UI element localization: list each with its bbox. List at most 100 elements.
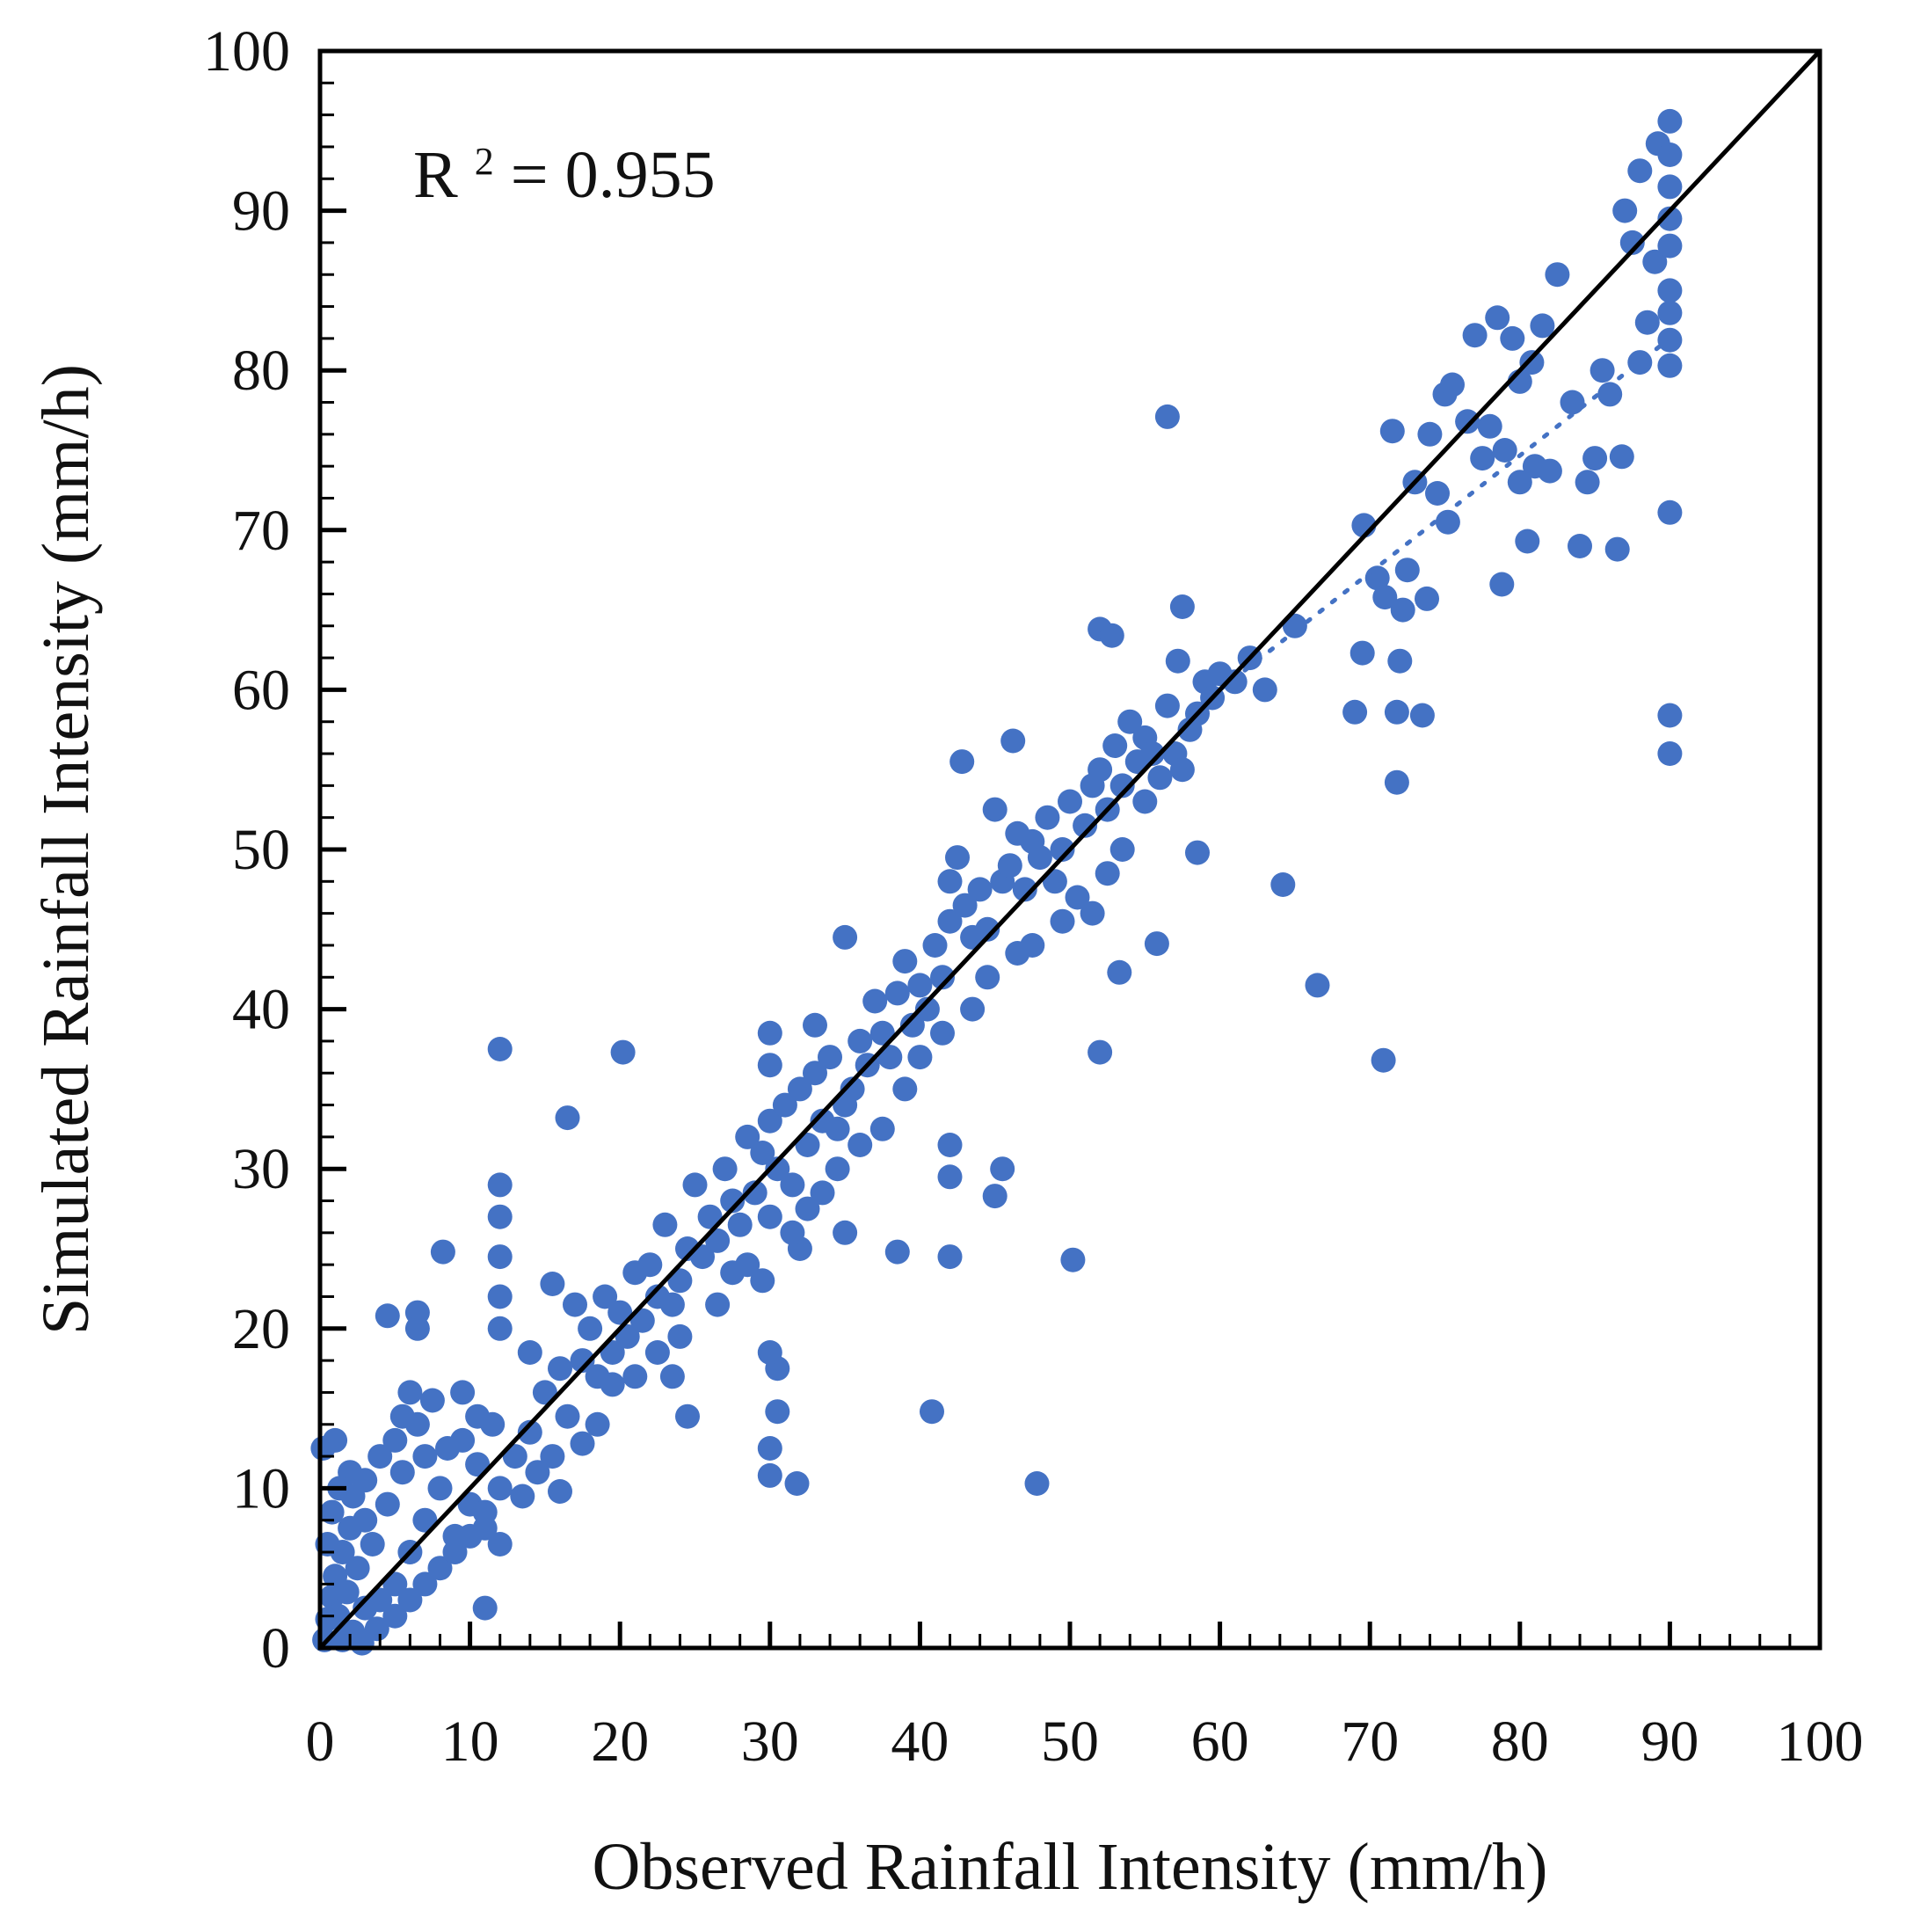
data-point — [1604, 536, 1630, 562]
y-tick-label: 100 — [203, 19, 290, 84]
data-point — [1132, 789, 1158, 814]
data-point — [945, 845, 970, 871]
data-point — [1058, 789, 1082, 814]
data-point — [690, 1244, 715, 1270]
y-tick-label: 60 — [232, 658, 290, 722]
data-point — [487, 1316, 513, 1341]
data-point — [892, 949, 918, 974]
data-point — [1657, 278, 1683, 303]
data-point — [1575, 470, 1600, 495]
data-point — [540, 1272, 565, 1296]
data-point — [1282, 613, 1307, 638]
data-point — [610, 1039, 636, 1065]
data-point — [397, 1587, 423, 1613]
data-point — [1342, 699, 1368, 725]
data-point — [1417, 421, 1443, 447]
data-point — [1415, 586, 1439, 611]
data-point — [833, 1220, 858, 1245]
data-point — [1107, 959, 1132, 985]
x-tick-label: 50 — [1041, 1710, 1099, 1774]
data-point — [742, 1180, 767, 1206]
data-point — [427, 1476, 453, 1501]
data-point — [487, 1284, 513, 1309]
data-point — [1117, 709, 1143, 734]
data-point — [877, 1045, 903, 1070]
data-point — [1095, 861, 1120, 886]
data-point — [848, 1133, 873, 1157]
data-point — [825, 1156, 850, 1182]
data-point — [1185, 840, 1210, 865]
y-tick-label: 30 — [232, 1137, 290, 1201]
plot-frame — [317, 48, 1822, 1651]
data-point — [1154, 693, 1180, 718]
data-point — [1050, 908, 1075, 934]
data-point — [757, 1340, 782, 1365]
data-point — [1568, 534, 1592, 558]
data-point — [884, 981, 910, 1006]
data-point — [389, 1460, 415, 1485]
data-point — [705, 1292, 731, 1317]
data-point — [487, 1244, 513, 1270]
x-tick-label: 80 — [1491, 1710, 1549, 1774]
data-point — [1088, 757, 1113, 783]
x-tick-label: 10 — [441, 1710, 499, 1774]
data-point — [949, 749, 975, 775]
x-tick-label: 70 — [1341, 1710, 1399, 1774]
data-point — [1088, 1039, 1113, 1065]
data-point — [1222, 669, 1248, 695]
data-point — [907, 973, 933, 998]
data-point — [1657, 300, 1683, 325]
r-squared-value: = 0.955 — [511, 138, 716, 212]
data-point — [600, 1340, 625, 1365]
data-point — [937, 1244, 963, 1270]
data-point — [615, 1323, 640, 1349]
y-axis-title: Simulated Rainfall Intensity (mm/h) — [29, 364, 103, 1335]
data-point — [1060, 1247, 1086, 1272]
data-point — [323, 1427, 348, 1453]
y-tick-label: 10 — [232, 1456, 290, 1520]
data-point — [892, 1076, 918, 1102]
data-point — [1489, 572, 1515, 597]
data-point — [659, 1364, 685, 1389]
data-point — [555, 1105, 580, 1131]
data-point — [659, 1292, 685, 1317]
data-point — [1050, 837, 1075, 862]
data-point — [644, 1340, 670, 1365]
data-point — [419, 1388, 445, 1413]
data-point — [720, 1188, 746, 1214]
data-point — [607, 1300, 633, 1325]
data-point — [397, 1380, 423, 1405]
data-point — [920, 1399, 944, 1425]
data-point — [1440, 372, 1465, 397]
data-point — [803, 1012, 827, 1038]
data-point — [937, 908, 963, 934]
data-point — [1035, 805, 1060, 830]
data-point — [735, 1252, 760, 1278]
data-point — [502, 1444, 527, 1469]
data-point — [848, 1028, 873, 1053]
data-point — [682, 1172, 708, 1198]
data-point — [975, 916, 1000, 942]
data-point — [982, 797, 1008, 822]
data-point — [784, 1471, 810, 1496]
data-point — [1024, 1471, 1050, 1496]
data-point — [1387, 648, 1413, 674]
data-point — [1154, 404, 1180, 429]
data-point — [997, 853, 1022, 879]
data-point — [727, 1212, 753, 1237]
data-point — [382, 1603, 408, 1629]
data-point — [1080, 900, 1105, 926]
data-point — [757, 1436, 782, 1461]
data-point — [487, 1476, 513, 1501]
data-point — [430, 1239, 455, 1265]
data-point — [652, 1212, 678, 1237]
data-point — [922, 933, 948, 958]
data-point — [1642, 249, 1668, 274]
x-tick-label: 100 — [1777, 1710, 1864, 1774]
data-point — [629, 1308, 655, 1333]
data-point — [1455, 409, 1480, 434]
data-point — [1612, 198, 1638, 223]
data-point — [795, 1133, 820, 1157]
